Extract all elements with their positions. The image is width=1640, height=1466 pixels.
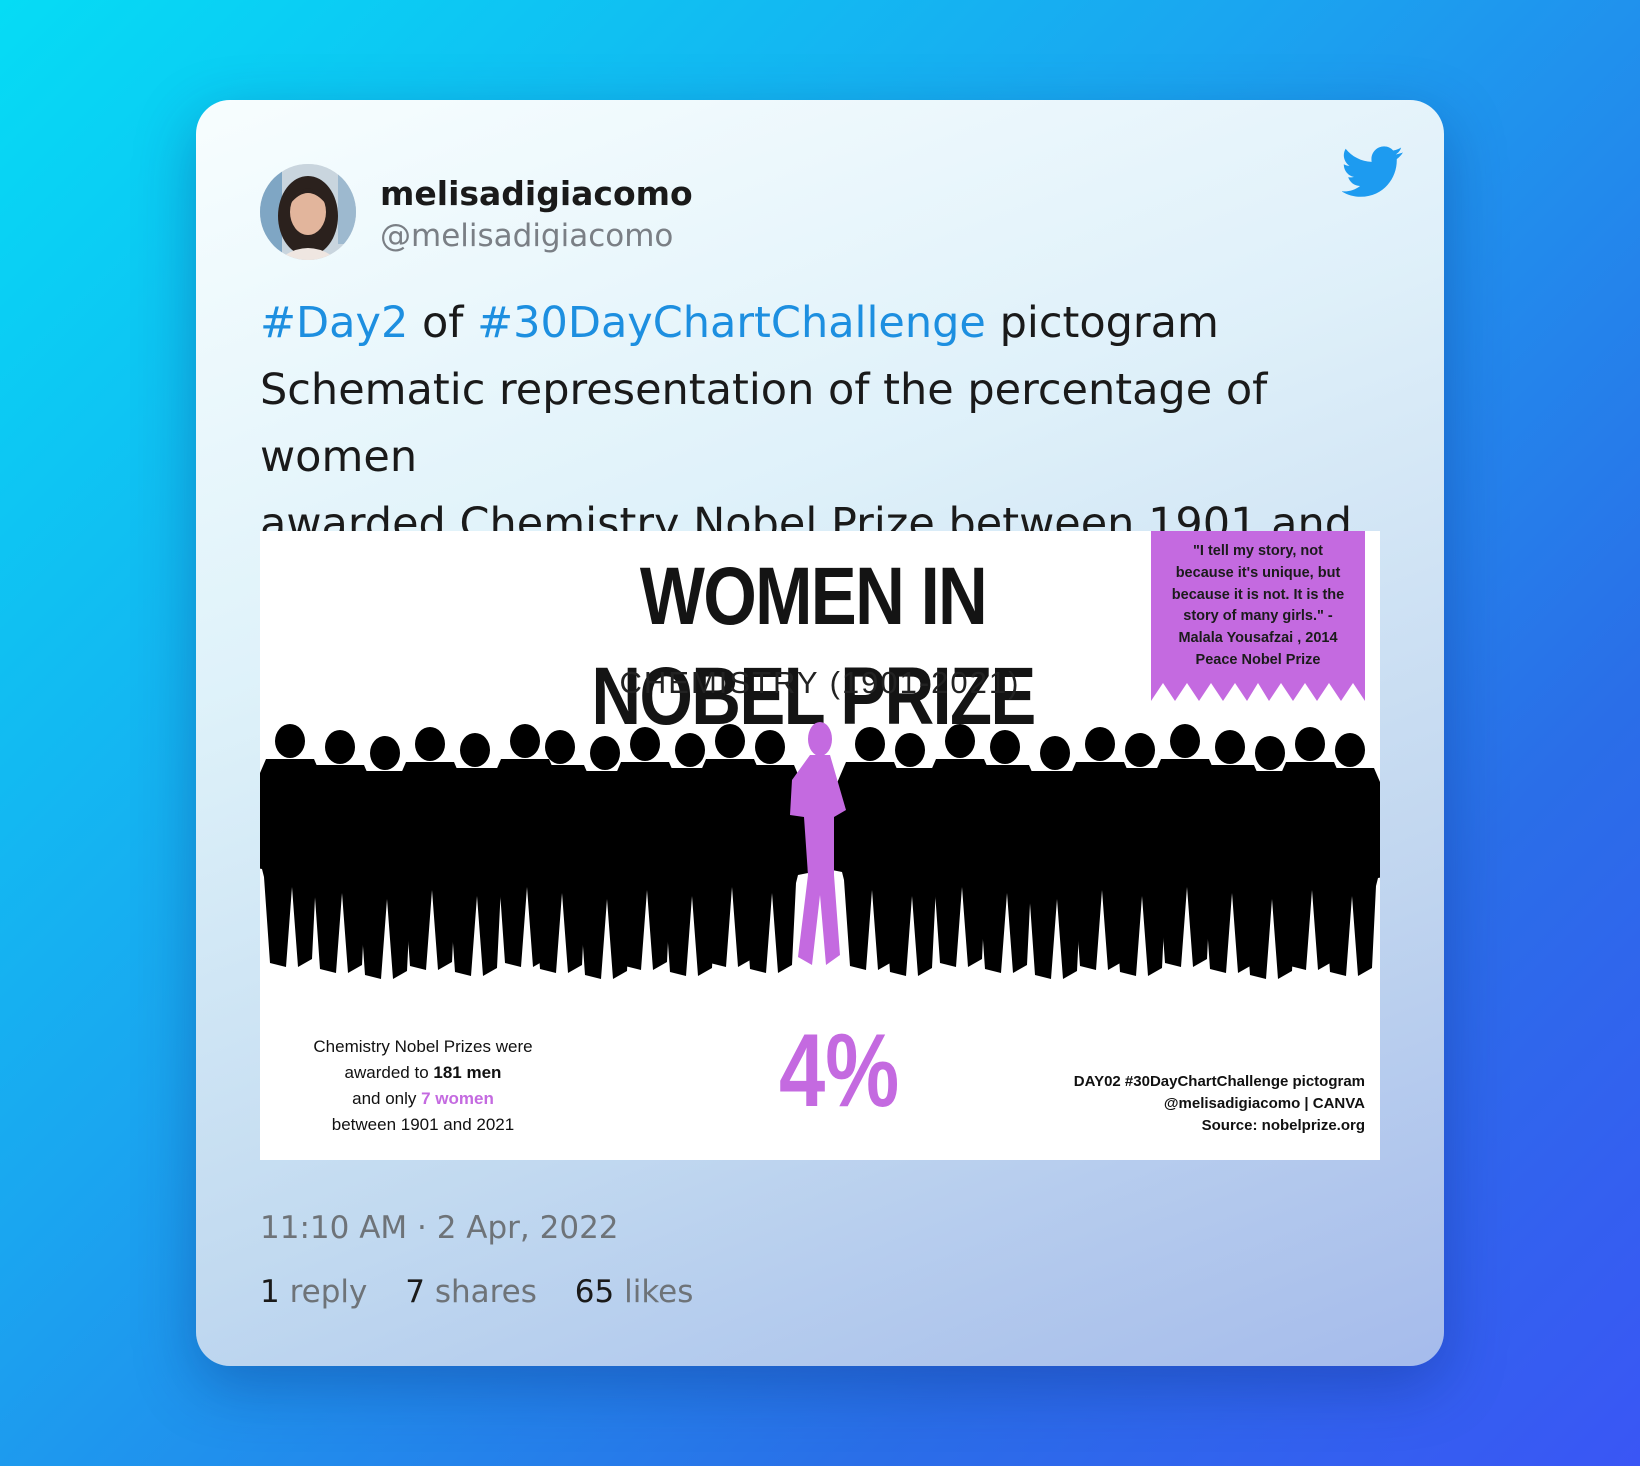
woman-silhouette	[790, 722, 846, 965]
avatar-photo	[260, 164, 356, 260]
man-silhouette	[732, 730, 808, 973]
hashtag-day2[interactable]: #Day2	[260, 298, 409, 348]
stat-line: Chemistry Nobel Prizes were	[313, 1037, 533, 1056]
like-stat[interactable]: 65 likes	[575, 1274, 694, 1310]
tweet-word-pictogram: pictogram	[999, 298, 1219, 348]
share-label: shares	[434, 1274, 537, 1310]
tweet-line-1: #Day2 of #30DayChartChallenge pictogram	[260, 290, 1390, 357]
crowd-pictogram	[260, 722, 1380, 979]
reply-stat[interactable]: 1 reply	[260, 1274, 367, 1310]
like-count: 65	[574, 1274, 615, 1310]
quote-line: "I tell my story, not	[1193, 543, 1323, 559]
quote-line: Malala Yousafzai , 2014	[1178, 630, 1338, 647]
credit-line: DAY02 #30DayChartChallenge pictogram	[1073, 1073, 1365, 1090]
stat-text: awarded to	[344, 1063, 434, 1082]
quote-banner	[1151, 531, 1365, 701]
share-stat[interactable]: 7 shares	[405, 1274, 537, 1310]
quote-line: because it is not. It is the	[1171, 586, 1345, 603]
infographic-credits: DAY02 #30DayChartChallenge pictogram @me…	[1074, 1071, 1365, 1137]
share-count: 7	[405, 1274, 425, 1310]
like-label: likes	[624, 1274, 694, 1310]
tweet-line-2: Schematic representation of the percenta…	[260, 365, 1268, 482]
infographic-subtitle: CHEMISTRY (1901-2021)	[619, 665, 1021, 700]
credit-line: @melisadigiacomo | CANVA	[1163, 1095, 1365, 1112]
stat-line: and only 7 women	[288, 1086, 558, 1112]
hashtag-30daychartchallenge[interactable]: #30DayChartChallenge	[477, 298, 986, 348]
stat-line: awarded to 181 men	[288, 1060, 558, 1086]
stat-men: 181 men	[433, 1063, 502, 1082]
stat-text: and only	[352, 1089, 422, 1108]
credit-line: Source: nobelprize.org	[1201, 1117, 1365, 1134]
stat-line: between 1901 and 2021	[331, 1115, 515, 1134]
tweet-word-of: of	[421, 298, 464, 348]
user-handle[interactable]: @melisadigiacomo	[380, 218, 674, 254]
avatar[interactable]	[260, 164, 356, 260]
stat-summary: Chemistry Nobel Prizes were awarded to 1…	[288, 1034, 558, 1138]
quote-text: "I tell my story, not because it's uniqu…	[1156, 541, 1360, 672]
reply-count: 1	[260, 1274, 280, 1310]
tweet-timestamp[interactable]: 11:10 AM · 2 Apr, 2022	[260, 1210, 619, 1246]
twitter-bird-icon[interactable]	[1342, 146, 1404, 198]
infographic-title: WOMEN IN NOBEL PRIZE	[591, 551, 1036, 742]
tweet-card: melisadigiacomo @melisadigiacomo #Day2 o…	[196, 100, 1444, 1366]
engagement-stats: 1 reply 7 shares 65 likes	[260, 1274, 721, 1310]
stat-women: 7 women	[421, 1089, 494, 1108]
tweet-media-image[interactable]: WOMEN IN NOBEL PRIZE CHEMISTRY (1901-202…	[260, 531, 1380, 1160]
women-percent: 4%	[779, 1013, 900, 1129]
quote-line: Peace Nobel Prize	[1195, 651, 1321, 668]
man-silhouette	[1312, 733, 1380, 976]
quote-line: because it's unique, but	[1175, 564, 1341, 581]
reply-label: reply	[289, 1274, 368, 1310]
quote-line: story of many girls." -	[1183, 608, 1333, 625]
display-name[interactable]: melisadigiacomo	[380, 174, 693, 213]
